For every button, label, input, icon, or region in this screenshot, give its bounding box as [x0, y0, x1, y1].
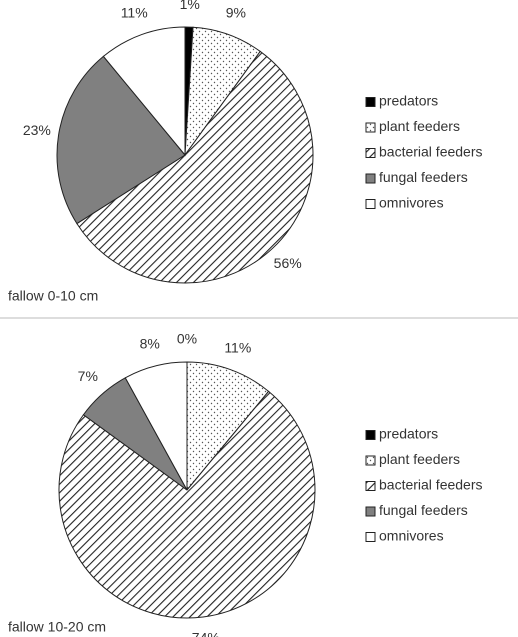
legend-swatch	[365, 199, 376, 209]
legend-swatch	[365, 173, 376, 184]
legend-label: omnivores	[379, 528, 444, 544]
pie-slice	[102, 26, 186, 157]
slice-label: 11%	[224, 340, 251, 356]
slice-label: 56%	[274, 255, 302, 271]
chart-title: fallow 0-10 cm	[8, 288, 98, 304]
legend-label: predators	[379, 426, 438, 442]
slice-label: 11%	[121, 5, 148, 21]
slice-label: 1%	[180, 0, 200, 12]
legend-label: plant feeders	[379, 451, 460, 467]
legend-swatch	[365, 506, 376, 517]
slice-label: 74%	[192, 630, 220, 637]
legend-label: fungal feeders	[379, 169, 468, 185]
legend-swatch	[365, 481, 376, 491]
legend-label: bacterial feeders	[379, 144, 483, 160]
pie-slice	[186, 361, 270, 492]
legend-label: predators	[379, 93, 438, 109]
slice-label: 0%	[177, 331, 197, 347]
legend-label: fungal feeders	[379, 502, 468, 518]
pie-slice	[124, 361, 188, 491]
legend-label: omnivores	[379, 195, 444, 211]
pie-slice	[56, 55, 186, 225]
slice-label: 23%	[23, 122, 51, 138]
pie-slice	[58, 390, 316, 619]
legend-swatch	[365, 148, 376, 158]
legend-label: plant feeders	[379, 118, 460, 134]
legend-label: bacterial feeders	[379, 477, 483, 493]
slice-label: 7%	[78, 368, 98, 384]
legend-swatch	[365, 430, 376, 440]
legend-swatch	[365, 122, 376, 133]
pie-slice	[76, 50, 314, 284]
legend-swatch	[365, 97, 376, 107]
slice-label: 8%	[140, 335, 160, 351]
legend-swatch	[365, 455, 376, 466]
chart-title: fallow 10-20 cm	[8, 619, 106, 635]
slice-label: 9%	[226, 5, 246, 21]
legend-swatch	[365, 532, 376, 542]
